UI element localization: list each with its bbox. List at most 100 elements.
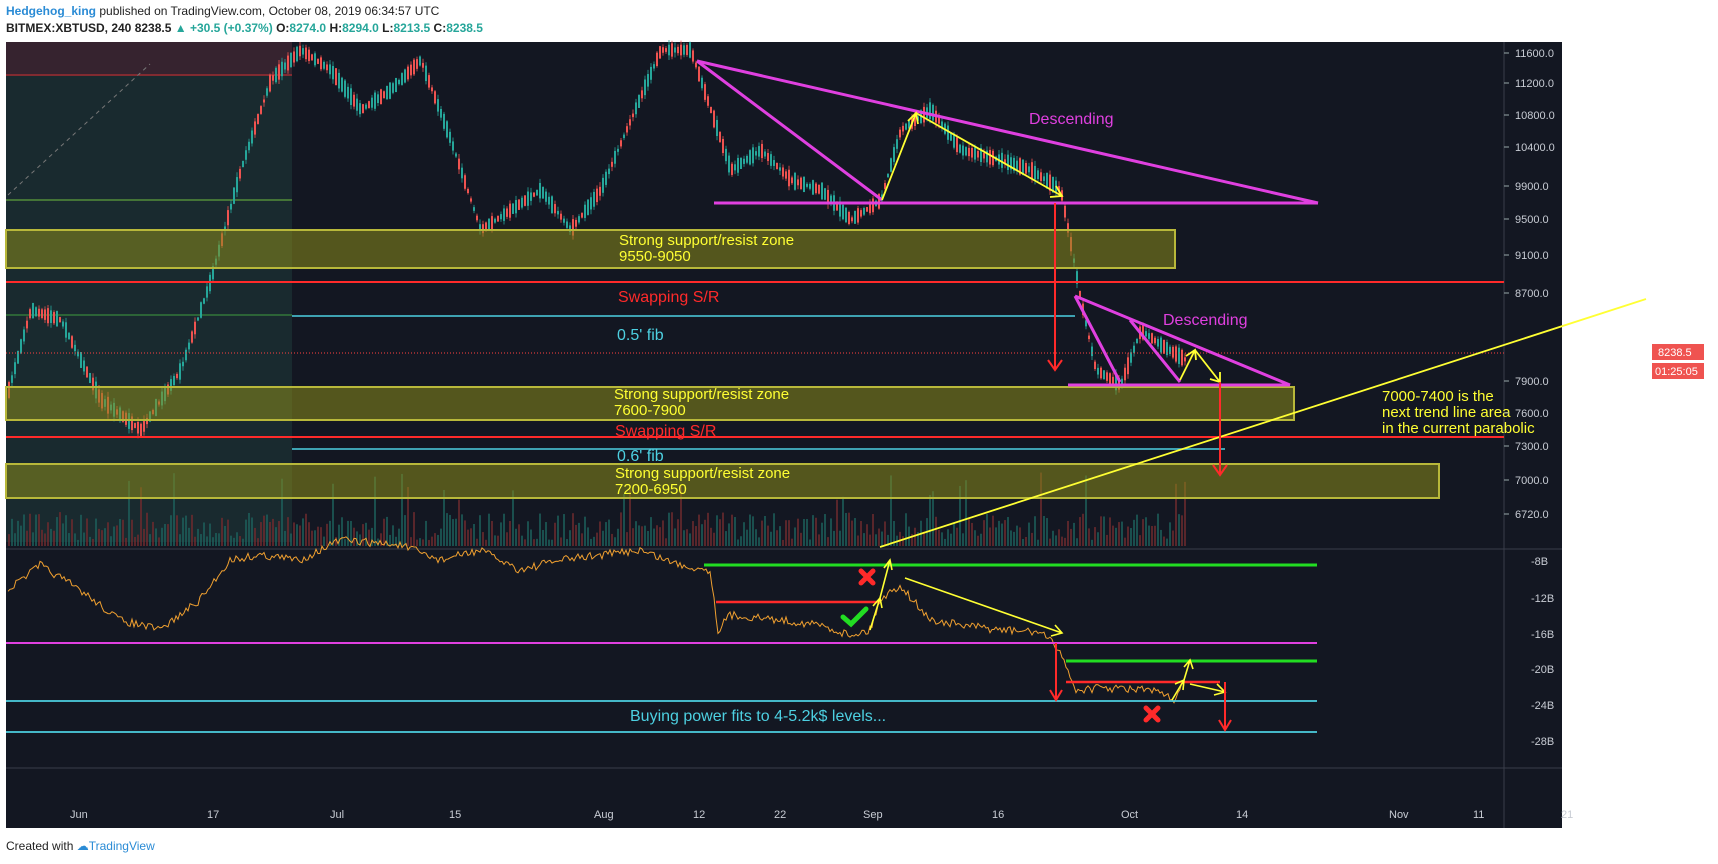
volume-bar (32, 532, 34, 546)
close-label: C: (433, 21, 447, 35)
candle-body (1001, 152, 1003, 168)
support-zone-7200-6950[interactable] (5, 463, 1440, 499)
volume-bar (353, 527, 355, 546)
indicator-tick-label: -20B (1531, 664, 1554, 676)
volume-bar (656, 525, 658, 546)
volume-bar (452, 519, 454, 546)
volume-bar (200, 534, 202, 546)
volume-bar (458, 499, 460, 546)
price-scale-area[interactable] (1504, 42, 1562, 768)
zone1-range: 9550-9050 (619, 248, 691, 265)
volume-bar (944, 538, 946, 546)
volume-bar (1100, 516, 1102, 546)
candle-body (305, 47, 307, 60)
candle-body (845, 207, 847, 223)
volume-bar (236, 532, 238, 546)
tradingview-link[interactable]: TradingView (88, 839, 155, 853)
volume-bar (308, 522, 310, 546)
candle-body (992, 150, 994, 166)
volume-bar (956, 527, 958, 546)
candle-body (770, 154, 772, 166)
candle-body (524, 195, 526, 206)
volume-bar (683, 530, 685, 546)
candle-body (941, 121, 943, 128)
volume-bar (572, 513, 574, 546)
inner-descending-line[interactable] (696, 59, 883, 202)
volume-bar (317, 526, 319, 546)
candle-body (752, 147, 754, 164)
parabolic-trend-line[interactable] (879, 298, 1647, 548)
volume-bar (398, 528, 400, 546)
candle-body (695, 62, 697, 68)
author-name[interactable]: Hedgehog_king (6, 4, 97, 18)
time-axis[interactable]: Jun 17 Jul 15 Aug 12 22 Sep 16 Oct 14 Nov 11 21 (70, 809, 1573, 821)
candle-body (851, 217, 853, 222)
support-zone-9550-9050[interactable] (5, 229, 1176, 269)
candle-body (503, 208, 505, 221)
candle-body (887, 173, 889, 178)
candle-body (1142, 323, 1144, 340)
volume-bar (773, 513, 775, 546)
candle-body (302, 48, 304, 55)
candle-body (974, 147, 976, 160)
volume-bar (794, 527, 796, 546)
candle-body (1106, 372, 1108, 381)
candle-body (962, 145, 964, 156)
candle-body (365, 104, 367, 109)
time-tick-label: 14 (1236, 809, 1248, 821)
candle-body (212, 266, 214, 280)
candle-body (461, 167, 463, 179)
volume-bar (83, 532, 85, 546)
volume-bar (836, 499, 838, 546)
candle-body (809, 183, 811, 189)
candle-body (287, 55, 289, 71)
candle-body (884, 183, 886, 189)
volume-bar (905, 513, 907, 546)
candle-body (41, 309, 43, 319)
indicator-axis[interactable]: -8B -12B -16B -20B -24B -28B (1531, 556, 1554, 748)
volume-bar (1046, 518, 1048, 546)
volume-bar (428, 539, 430, 546)
volume-bar (101, 530, 103, 546)
swap-sr-label-2: Swapping S/R (615, 423, 716, 440)
volume-bar (857, 535, 859, 546)
volume-bar (47, 522, 49, 546)
candle-body (359, 103, 361, 115)
volume-bar (917, 532, 919, 546)
volume-bar (617, 528, 619, 546)
support-zone-7600-7900[interactable] (5, 386, 1295, 421)
volume-bar (1079, 517, 1081, 546)
trend-note-line2: next trend line area (1382, 404, 1511, 421)
candle-body (335, 68, 337, 86)
volume-bar (701, 524, 703, 546)
price-axis[interactable]: 11600.0 11200.0 10800.0 10400.0 9900.0 9500.0… (1504, 48, 1555, 521)
descending-upper-trendline[interactable] (696, 59, 1319, 205)
candle-body (191, 331, 193, 343)
volume-bar (470, 528, 472, 546)
tradingview-logo-icon[interactable]: ☁ (76, 839, 89, 853)
volume-bar (281, 478, 283, 546)
time-scale-area[interactable] (6, 768, 1562, 828)
candle-body (578, 216, 580, 223)
volume-bar (704, 519, 706, 546)
candle-body (869, 201, 871, 214)
candle-body (1067, 223, 1069, 233)
lower-descending-upper[interactable] (1074, 294, 1291, 387)
volume-bar (899, 531, 901, 546)
candle-body (431, 87, 433, 92)
candle-body (236, 177, 238, 193)
volume-bar (1022, 538, 1024, 546)
volume-bar (614, 537, 616, 546)
candle-body (77, 351, 79, 357)
volume-bar (875, 534, 877, 546)
candle-body (89, 373, 91, 383)
volume-bar (1070, 528, 1072, 546)
volume-bar (809, 539, 811, 546)
volume-bar (143, 528, 145, 546)
volume-bar (176, 515, 178, 546)
candle-body (1064, 205, 1066, 218)
candle-body (1163, 339, 1165, 354)
candle-body (422, 62, 424, 68)
price-tick-label: 7900.0 (1515, 376, 1549, 388)
